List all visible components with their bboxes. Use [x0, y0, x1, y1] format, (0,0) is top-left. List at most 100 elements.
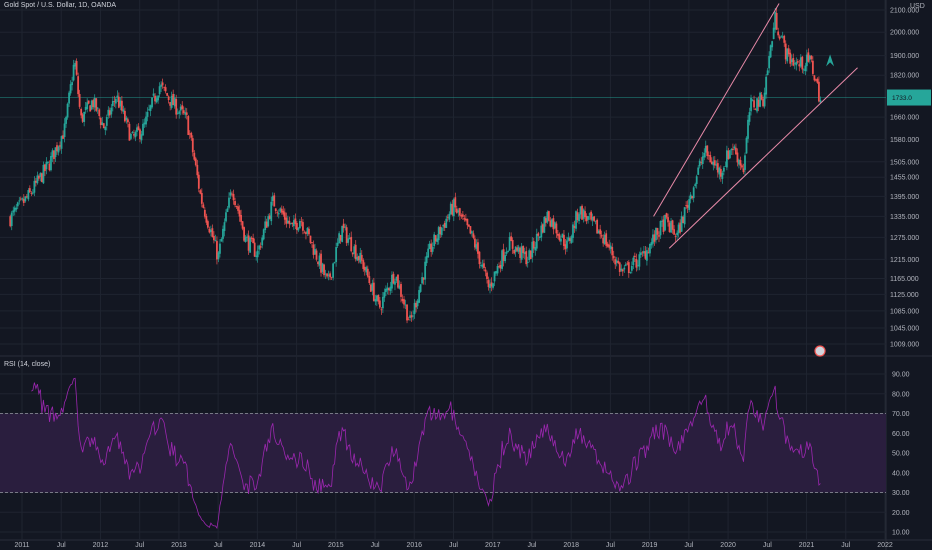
candle-body — [795, 61, 798, 66]
annotation-marks[interactable] — [814, 54, 835, 357]
rsi-axis[interactable]: 90.00 80.00 70.00 60.00 50.00 40.00 30.00 20.00… — [892, 372, 910, 537]
candle-body — [231, 193, 233, 195]
candle-body — [738, 159, 740, 165]
candle-body — [428, 243, 431, 250]
candle-body — [386, 287, 389, 291]
candle-body — [345, 227, 348, 244]
candle-body — [419, 284, 422, 292]
candle-body — [89, 105, 92, 112]
candle-body — [733, 146, 736, 149]
candle-body — [467, 224, 470, 227]
candle-body — [182, 110, 185, 114]
candle-body — [246, 236, 249, 238]
candle-body — [511, 239, 514, 249]
candle-body — [213, 235, 215, 241]
candle-body — [810, 55, 813, 60]
candle-body — [217, 252, 220, 260]
candle-body — [409, 315, 411, 319]
candle-body — [33, 180, 36, 193]
candle-body — [87, 100, 90, 104]
price-tick-label: 1505.000 — [890, 159, 919, 166]
candle-body — [265, 221, 268, 228]
candle-body — [410, 315, 413, 318]
candle-body — [222, 228, 224, 239]
candle-body — [460, 215, 463, 217]
candle-body — [529, 250, 532, 260]
candle-body — [464, 218, 467, 221]
candle-body — [668, 222, 671, 232]
candle-body — [463, 218, 466, 220]
candle-body — [596, 219, 599, 234]
candle-body — [783, 35, 786, 43]
candle-body — [722, 167, 725, 172]
candle-body — [611, 247, 614, 256]
candle-body — [452, 199, 455, 217]
candle-body — [332, 263, 335, 278]
candle-body — [566, 240, 568, 249]
rsi-line — [31, 377, 821, 530]
candle-body — [510, 236, 513, 242]
candle-body — [792, 58, 795, 66]
candle-body — [547, 211, 550, 221]
candle-body — [44, 164, 46, 172]
channel-lines[interactable] — [653, 3, 858, 249]
candle-body — [590, 211, 592, 220]
candle-body — [434, 235, 437, 242]
candle-body — [357, 256, 360, 261]
candle-body — [505, 251, 508, 254]
candle-body — [125, 117, 128, 120]
candle-body — [704, 145, 707, 153]
candle-body — [120, 100, 123, 111]
candle-body — [567, 237, 570, 241]
candle-body — [745, 137, 748, 154]
candle-body — [219, 243, 221, 254]
rsi-tick-label: 90.00 — [892, 372, 910, 379]
candle-body — [196, 164, 199, 176]
candle-body — [99, 117, 102, 125]
candle-body — [173, 97, 176, 107]
channel-upper-line[interactable] — [653, 3, 780, 217]
candle-body — [149, 105, 152, 111]
candle-body — [283, 212, 286, 220]
candle-body — [303, 232, 306, 234]
candle-body — [430, 243, 433, 253]
candle-body — [104, 127, 107, 131]
candle-body — [197, 174, 200, 189]
time-axis[interactable]: 2011 Jul 2012 Jul 2013 Jul 2014 Jul 2015 Jul 2016 J… — [14, 542, 892, 549]
candle-body — [398, 285, 401, 289]
candle-body — [656, 227, 659, 235]
candle-body — [155, 98, 158, 103]
candle-body — [60, 136, 63, 149]
candle-body — [113, 101, 116, 102]
candle-body — [353, 246, 356, 254]
candle-body — [475, 244, 478, 249]
candle-body — [184, 112, 187, 115]
candle-body — [214, 240, 217, 242]
price-axis[interactable]: 2100.000 2000.000 1900.000 1820.000 1660.000… — [887, 3, 931, 349]
price-tick-label: 1125.000 — [890, 292, 919, 299]
time-tick-label: 2019 — [642, 542, 658, 549]
candle-body — [72, 64, 75, 81]
candle-body — [623, 267, 626, 270]
candle-body — [362, 260, 365, 269]
candle-body — [454, 197, 457, 208]
candle-body — [237, 206, 239, 211]
up-arrow-icon[interactable] — [826, 54, 835, 67]
candle-body — [122, 109, 125, 112]
candle-body — [585, 216, 588, 222]
candle-body — [765, 76, 768, 95]
event-badge-icon[interactable] — [814, 345, 826, 357]
candle-body — [347, 238, 350, 243]
candle-body — [538, 236, 541, 239]
candle-body — [531, 241, 534, 258]
candle-body — [489, 283, 491, 289]
candle-body — [273, 195, 276, 207]
candle-body — [264, 221, 267, 231]
candle-body — [277, 213, 280, 215]
time-tick-label: Jul — [606, 542, 615, 549]
candle-body — [167, 96, 170, 101]
channel-lower-line[interactable] — [668, 67, 858, 249]
candle-body — [302, 222, 304, 231]
candle-body — [193, 152, 196, 160]
